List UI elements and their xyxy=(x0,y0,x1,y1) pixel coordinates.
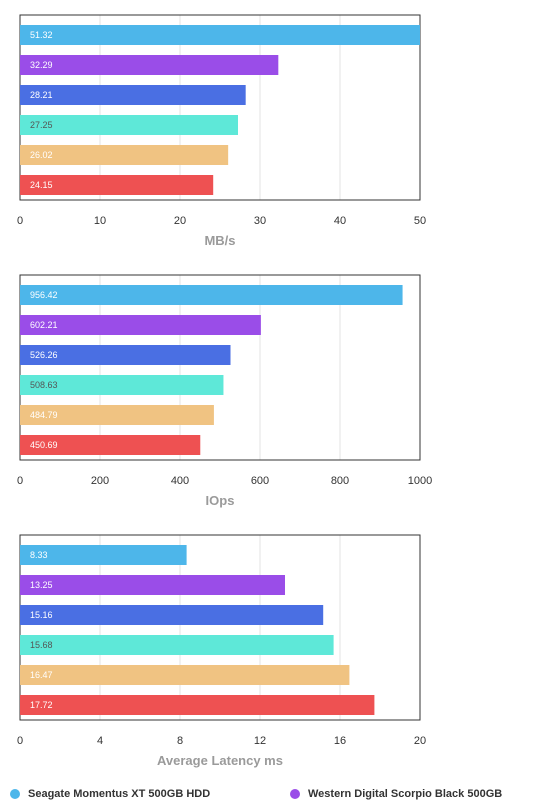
bar xyxy=(20,605,324,625)
legend-label: Western Digital Scorpio Black 500GB xyxy=(308,788,503,800)
legend-dot xyxy=(290,789,300,799)
bar xyxy=(20,665,350,685)
bar xyxy=(20,115,238,135)
bar xyxy=(20,375,224,395)
bar xyxy=(20,345,231,365)
plot-area-border xyxy=(19,534,421,721)
x-tick-label: 0 xyxy=(17,475,23,487)
bar xyxy=(20,635,334,655)
bar xyxy=(20,25,420,45)
x-axis-title: MB/s xyxy=(204,233,235,248)
bar-value-label: 508.63 xyxy=(30,380,58,390)
x-tick-label: 8 xyxy=(177,735,183,747)
bar xyxy=(20,405,214,425)
x-tick-label: 40 xyxy=(334,215,346,227)
bar-value-label: 450.69 xyxy=(30,440,58,450)
bar xyxy=(20,175,214,195)
legend-dot xyxy=(10,789,20,799)
bar xyxy=(20,545,187,565)
x-tick-label: 12 xyxy=(254,735,266,747)
x-tick-label: 200 xyxy=(91,475,109,487)
bar xyxy=(20,435,201,455)
bar xyxy=(20,55,279,75)
x-tick-label: 800 xyxy=(331,475,349,487)
chart-3: 8.33 13.25 15.16 15.68 16.47 17.72 0 4 8 12 16 20 Av… xyxy=(17,534,426,768)
bar-value-label: 17.72 xyxy=(30,700,53,710)
x-tick-label: 0 xyxy=(17,215,23,227)
bar-value-label: 51.32 xyxy=(30,30,53,40)
legend: Seagate Momentus XT 500GB HDD Western Di… xyxy=(0,788,560,812)
plot-area-border xyxy=(19,274,421,461)
bar-value-label: 24.15 xyxy=(30,180,53,190)
bar-value-label: 8.33 xyxy=(30,550,48,560)
bar-value-label: 26.02 xyxy=(30,150,53,160)
bar-value-label: 602.21 xyxy=(30,320,58,330)
x-tick-label: 16 xyxy=(334,735,346,747)
bar-value-label: 526.26 xyxy=(30,350,58,360)
bar xyxy=(20,695,375,715)
plot-area-border xyxy=(19,14,421,201)
x-axis-title: Average Latency ms xyxy=(157,753,283,768)
legend-label: Seagate Momentus XT 500GB HDD xyxy=(28,788,211,800)
bar-value-label: 13.25 xyxy=(30,580,53,590)
x-tick-label: 400 xyxy=(171,475,189,487)
legend-item: Western Digital Scorpio Black 500GB xyxy=(290,788,502,800)
bar-value-label: 27.25 xyxy=(30,120,53,130)
x-axis-title: IOps xyxy=(206,493,235,508)
legend-item: Seagate Momentus XT 500GB HDD xyxy=(10,788,210,800)
chart-1: 51.32 32.29 28.21 27.25 26.02 24.15 0 10 20 30 40 5… xyxy=(17,14,426,248)
x-tick-label: 20 xyxy=(174,215,186,227)
x-tick-label: 4 xyxy=(97,735,103,747)
x-tick-label: 0 xyxy=(17,735,23,747)
x-tick-label: 1000 xyxy=(408,475,432,487)
bar-value-label: 28.21 xyxy=(30,90,53,100)
bar xyxy=(20,285,403,305)
x-tick-label: 50 xyxy=(414,215,426,227)
x-tick-label: 600 xyxy=(251,475,269,487)
bar-value-label: 15.16 xyxy=(30,610,53,620)
x-tick-label: 20 xyxy=(414,735,426,747)
bar xyxy=(20,145,229,165)
x-tick-label: 30 xyxy=(254,215,266,227)
bar-value-label: 16.47 xyxy=(30,670,53,680)
bar-value-label: 15.68 xyxy=(30,640,53,650)
bar-value-label: 956.42 xyxy=(30,290,58,300)
bar xyxy=(20,575,285,595)
chart-2: 956.42 602.21 526.26 508.63 484.79 450.69 0 200… xyxy=(17,274,432,508)
bar xyxy=(20,85,246,105)
bar-value-label: 484.79 xyxy=(30,410,58,420)
bar xyxy=(20,315,261,335)
x-tick-label: 10 xyxy=(94,215,106,227)
bar-value-label: 32.29 xyxy=(30,60,53,70)
